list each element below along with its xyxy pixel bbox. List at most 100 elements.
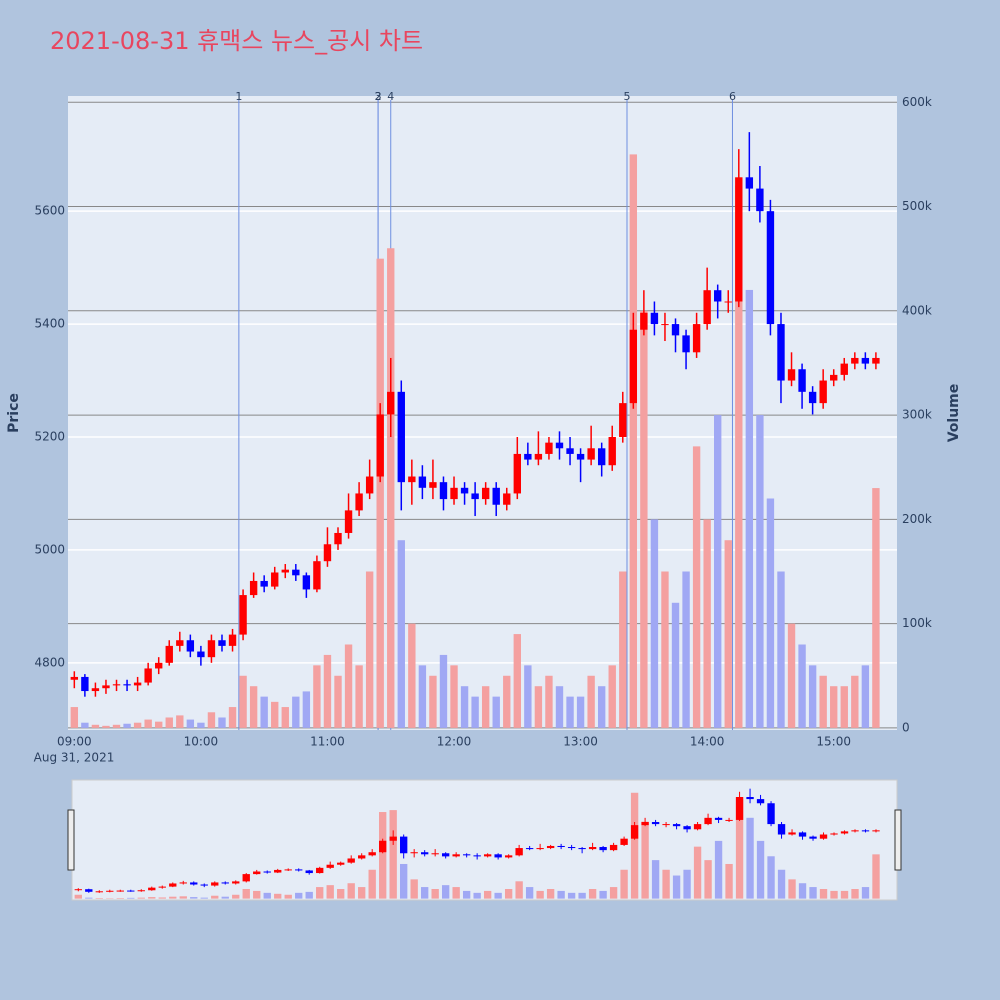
x-tick-label: 09:00 [57,735,92,749]
volume-bar [165,717,173,728]
volume-bar [588,888,597,899]
volume-bar [112,724,121,728]
candle-body [545,442,553,454]
volume-bar [179,896,187,899]
volume-bar [337,888,345,899]
volume-bar [158,897,166,899]
candle-body [260,580,268,587]
candle-body [767,803,775,825]
volume-bar [420,887,429,899]
candle-body [439,482,448,500]
candle-body [179,882,187,884]
candle-body [344,510,353,533]
candle-body [471,493,479,500]
volume-bar [439,654,448,728]
candle-body [641,822,649,826]
volume-bar [387,248,395,728]
volume-bar [809,887,817,899]
candle-body [263,871,271,873]
range-handle-left[interactable] [67,809,75,871]
candle-body [682,335,690,353]
volume-bar [473,892,481,899]
x-tick-label: 15:00 [816,735,851,749]
volume-bar [830,890,838,899]
volume-bar [777,571,785,728]
volume-bar [249,686,258,728]
candle-body [358,855,366,859]
volume-bar [651,860,660,899]
volume-bar [650,519,659,728]
candle-body [74,889,82,891]
volume-bar [504,888,513,899]
volume-bar [597,686,606,728]
volume-bar [408,623,416,728]
candle-body [819,380,827,404]
volume-bar [672,875,681,899]
candle-body [400,836,408,854]
candle-body [662,824,670,826]
volume-bar [746,817,754,899]
volume-bar [169,896,177,899]
candle-body [599,847,607,851]
candle-body [872,830,880,832]
volume-bar [546,888,555,899]
candle-body [186,640,195,652]
candle-body [756,188,764,212]
candle-body [725,819,733,821]
y2-axis-title: Volume [946,384,962,443]
volume-bar [840,686,848,728]
volume-bar [284,894,292,899]
candle-body [473,855,481,857]
candle-body [112,684,121,686]
volume-bar [851,888,859,899]
candle-body [483,854,492,857]
volume-bar [155,721,163,728]
candle-body [555,442,564,449]
candle-body [798,832,807,837]
volume-bar [358,887,366,899]
volume-bar [830,686,838,728]
volume-bar [334,675,342,728]
candle-body [746,797,754,800]
y2-tick-label: 300k [902,408,932,422]
volume-bar [851,675,859,728]
y-tick-label: 4800 [34,655,65,669]
volume-bar [148,897,156,899]
volume-bar [661,571,669,728]
volume-bar [693,846,702,899]
range-handle-right[interactable] [894,809,902,871]
volume-bar [462,890,471,899]
candle-body [515,848,523,856]
volume-bar [365,571,374,728]
volume-bar [525,887,534,899]
candle-body [576,453,585,460]
volume-bar [186,719,195,728]
volume-bar [671,602,680,728]
candle-body [536,848,544,850]
candle-body [450,487,458,500]
volume-bar [95,898,103,899]
candle-body [788,832,796,835]
volume-bar [102,725,110,728]
volume-bar [756,415,764,728]
candle-body [566,448,574,454]
candle-body [787,369,796,381]
volume-bar [211,895,219,899]
volume-bar [127,897,135,899]
candle-body [347,858,355,863]
volume-bar [302,691,311,728]
candle-body [608,436,616,466]
volume-bar [629,154,638,728]
volume-bar [619,571,627,728]
candle-body [274,869,282,873]
candle-body [91,688,100,692]
volume-bar [379,812,387,899]
news-label: 3 [375,90,382,103]
volume-bar [714,840,723,899]
candle-body [200,884,208,886]
volume-bar [788,879,796,899]
candle-body [504,855,513,858]
volume-bar [798,644,806,728]
candle-body [534,453,543,460]
volume-bar [767,856,775,899]
